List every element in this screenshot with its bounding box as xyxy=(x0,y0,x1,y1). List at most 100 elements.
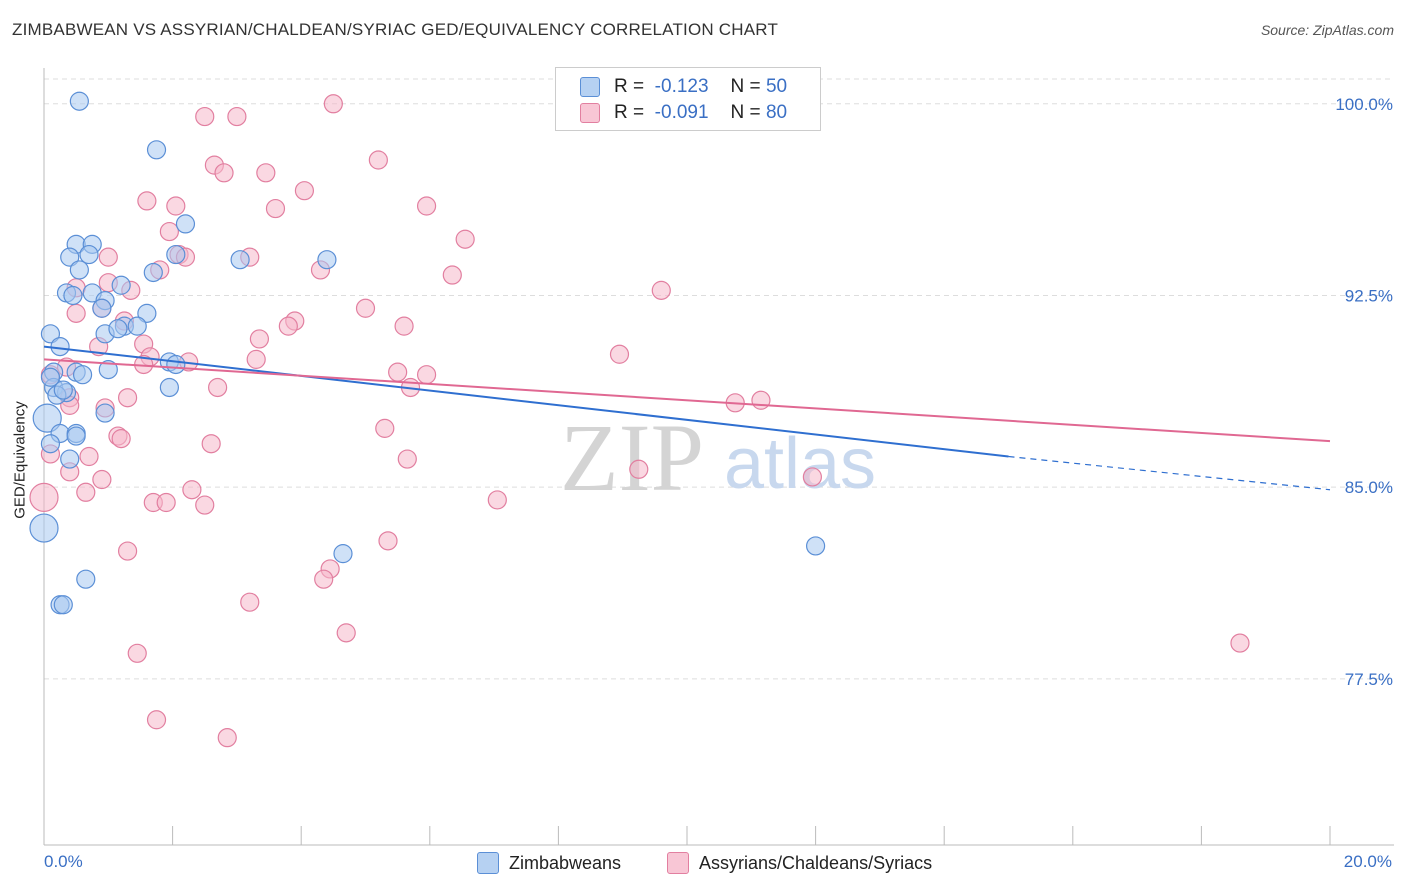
pink-point xyxy=(651,280,671,300)
pink-point xyxy=(66,303,86,323)
source-label: Source: ZipAtlas.com xyxy=(1260,22,1394,38)
y-tick-label: 92.5% xyxy=(1345,286,1393,305)
n-value: 50 xyxy=(765,76,788,97)
pink-point xyxy=(240,592,260,612)
blue-trend-line xyxy=(43,345,1009,458)
pink-point xyxy=(256,163,276,183)
blue-point xyxy=(111,275,131,295)
watermark-zip: ZIP xyxy=(560,404,704,511)
r-label: R = xyxy=(614,76,645,97)
pink-point xyxy=(195,106,215,127)
blue-point xyxy=(53,380,73,400)
pink-point xyxy=(487,490,507,510)
gridlines xyxy=(44,78,1394,680)
pink-point xyxy=(79,446,99,467)
legend-row-zimbabweans: R = -0.123 N = 50 xyxy=(580,76,787,98)
pink-swatch xyxy=(580,103,600,123)
blue-point xyxy=(40,324,61,344)
pink-point xyxy=(629,459,649,479)
blue-point xyxy=(333,544,353,564)
pink-point xyxy=(166,196,186,216)
pink-trend-line xyxy=(43,358,1331,443)
pink-point xyxy=(127,643,147,663)
blue-swatch xyxy=(580,77,600,97)
watermark-atlas: atlas xyxy=(724,424,876,504)
blue-point xyxy=(69,91,89,111)
y-tick-labels: 100.0% 92.5% 85.0% 77.5% xyxy=(1335,95,1393,689)
n-label: N = xyxy=(730,102,761,123)
pink-point xyxy=(278,316,298,336)
pink-point xyxy=(265,198,286,219)
pink-point xyxy=(92,469,112,490)
blue-point xyxy=(166,354,186,375)
pink-point xyxy=(294,181,315,201)
blue-point xyxy=(79,244,99,265)
blue-point xyxy=(40,434,61,454)
blue-point xyxy=(60,449,80,469)
x-tick-label-max: 20.0% xyxy=(1343,852,1392,871)
pink-point xyxy=(117,541,138,561)
blue-point xyxy=(66,426,86,446)
series-legend: Zimbabweans Assyrians/Chaldeans/Syriacs xyxy=(0,852,1406,876)
blue-point xyxy=(98,359,118,380)
pink-point xyxy=(208,377,228,398)
pink-point xyxy=(455,229,475,249)
blue-point xyxy=(53,595,73,615)
pink-point xyxy=(182,480,202,500)
pink-point xyxy=(214,163,234,183)
blue-point xyxy=(29,513,59,543)
y-tick-label: 100.0% xyxy=(1335,95,1393,114)
n-label: N = xyxy=(730,76,761,97)
blue-point xyxy=(76,569,96,589)
y-tick-label: 85.0% xyxy=(1345,478,1393,497)
pink-point xyxy=(375,418,395,438)
watermark: ZIP atlas xyxy=(560,404,876,511)
blue-point xyxy=(92,298,112,318)
blue-point xyxy=(230,250,250,270)
legend-row-assyrians: R = -0.091 N = 80 xyxy=(580,102,787,124)
legend-item-zimbabweans: Zimbabweans xyxy=(477,852,621,874)
pink-point xyxy=(802,467,822,487)
blue-point xyxy=(72,365,93,385)
x-ticks xyxy=(43,826,1331,845)
pink-point xyxy=(76,482,96,502)
blue-point xyxy=(137,303,157,323)
pink-point xyxy=(336,623,356,643)
pink-point xyxy=(249,329,270,349)
pink-point xyxy=(416,365,437,385)
pink-point xyxy=(751,390,771,410)
chart-title: ZIMBABWEAN VS ASSYRIAN/CHALDEAN/SYRIAC G… xyxy=(12,20,779,39)
pink-point xyxy=(1230,633,1250,653)
pink-point xyxy=(201,434,221,454)
pink-point xyxy=(388,362,408,382)
pink-point xyxy=(117,388,138,408)
blue-point xyxy=(127,316,147,336)
pink-point xyxy=(137,191,157,211)
pink-point xyxy=(416,196,437,216)
blue-point xyxy=(108,319,128,339)
pink-point xyxy=(159,221,179,242)
blue-point xyxy=(32,403,62,433)
pink-point xyxy=(609,344,630,364)
pink-point xyxy=(29,482,59,512)
n-value: 80 xyxy=(765,102,788,123)
blue-point xyxy=(143,262,163,283)
blue-trend-extension xyxy=(1008,455,1331,491)
blue-point xyxy=(63,285,83,306)
r-label: R = xyxy=(614,102,645,123)
blue-point xyxy=(805,536,826,556)
x-tick-label-min: 0.0% xyxy=(44,852,83,871)
pink-point xyxy=(98,247,118,267)
pink-point xyxy=(323,94,343,114)
pink-point xyxy=(217,728,237,748)
r-value: -0.123 xyxy=(654,76,709,97)
y-tick-label: 77.5% xyxy=(1345,670,1393,689)
pink-swatch xyxy=(667,852,689,874)
y-axis-label: GED/Equivalency xyxy=(11,401,29,519)
blue-point xyxy=(95,403,115,423)
trend-lines xyxy=(43,345,1331,491)
legend-item-assyrians: Assyrians/Chaldeans/Syriacs xyxy=(667,852,932,874)
pink-point xyxy=(146,710,167,730)
pink-point xyxy=(111,429,131,449)
